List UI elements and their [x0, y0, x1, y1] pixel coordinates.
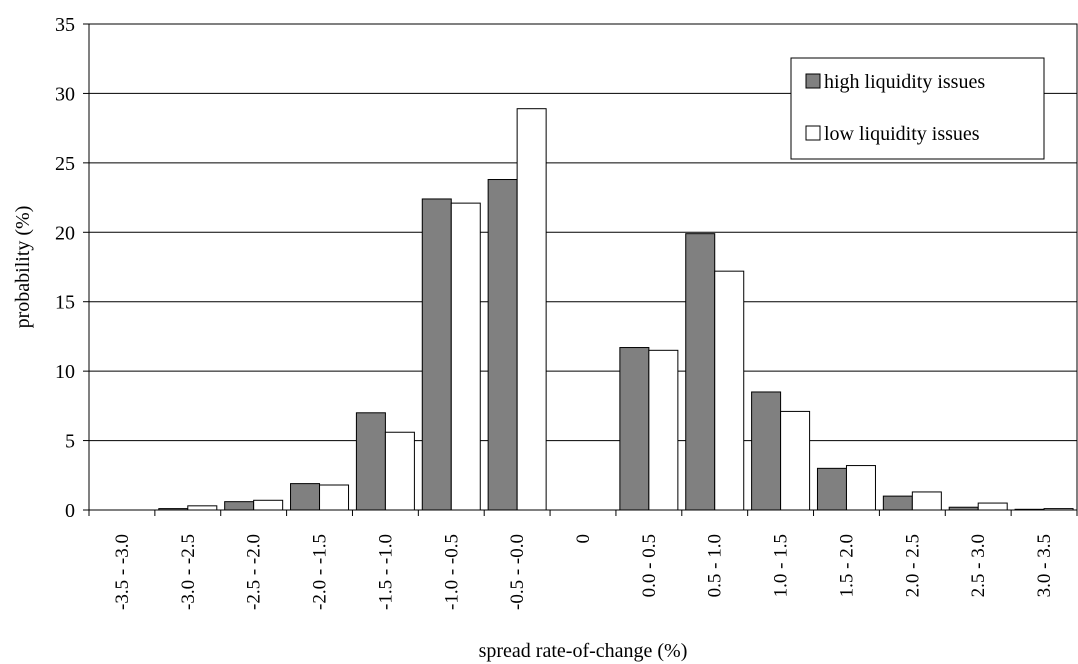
bar-low-liquidity [648, 349, 679, 511]
x-tick-label: -2.0 - -1.5 [310, 534, 331, 610]
bar-high-liquidity [816, 467, 847, 511]
y-tick-label: 20 [55, 222, 75, 244]
y-tick-label: 35 [55, 14, 75, 36]
y-tick-label: 10 [55, 361, 75, 383]
bars [158, 108, 1074, 511]
y-axis-label: probability (%) [12, 206, 34, 329]
bar-low-liquidity [780, 410, 811, 511]
bar-low-liquidity [714, 270, 745, 511]
bar-high-liquidity [355, 412, 386, 511]
legend: high liquidity issues low liquidity issue… [790, 57, 1045, 160]
bar-low-liquidity [187, 505, 218, 511]
bar-high-liquidity [619, 347, 650, 511]
x-axis-label: spread rate-of-change (%) [479, 640, 688, 662]
bar-high-liquidity [487, 179, 518, 511]
x-tick-label: 3.0 - 3.5 [1034, 534, 1055, 597]
legend-swatch [805, 73, 821, 89]
bar-low-liquidity [319, 484, 350, 511]
x-tick-label: 1.0 - 1.5 [771, 534, 792, 597]
x-tick-label: -2.5 - -2.0 [244, 534, 265, 610]
legend-label: low liquidity issues [824, 123, 980, 145]
bar-high-liquidity [751, 391, 782, 511]
bar-low-liquidity [911, 491, 942, 511]
bar-high-liquidity [685, 233, 716, 511]
x-tick-label: 0.5 - 1.0 [705, 534, 726, 597]
bar-high-liquidity [421, 198, 452, 511]
x-tick-label: 0.0 - 0.5 [639, 534, 660, 597]
legend-swatch [805, 125, 821, 141]
bar-low-liquidity [845, 465, 876, 511]
gridlines [89, 92, 1077, 442]
x-tick-label: 2.0 - 2.5 [902, 534, 923, 597]
y-tick-label: 30 [55, 83, 75, 105]
bar-low-liquidity [450, 202, 481, 511]
x-tick-label: 0 [573, 534, 594, 544]
legend-label: high liquidity issues [824, 71, 985, 93]
x-tick-label: -1.0 - -0.5 [441, 534, 462, 610]
y-tick-label: 15 [55, 292, 75, 314]
bar-high-liquidity [882, 495, 913, 511]
y-tick-label: 5 [65, 431, 75, 453]
x-tick-label: -3.5 - -3.0 [112, 534, 133, 610]
bar-low-liquidity [384, 431, 415, 511]
bar-low-liquidity [516, 108, 547, 511]
y-tick-label: 25 [55, 153, 75, 175]
bar-high-liquidity [290, 483, 321, 511]
legend-box [790, 57, 1045, 160]
plot-frame [88, 23, 1078, 511]
y-axis-ticks: 0 5 10 15 20 25 30 35 [55, 14, 89, 522]
x-tick-label: -1.5 - -1.0 [375, 534, 396, 610]
bar-low-liquidity [253, 499, 284, 511]
bar-high-liquidity [224, 501, 255, 511]
bar-low-liquidity [977, 502, 1008, 511]
x-axis-ticks: -3.5 - -3.0 -3.0 - -2.5 -2.5 - -2.0 -2.0 - … [88, 510, 1078, 610]
x-tick-label: -3.0 - -2.5 [178, 534, 199, 610]
x-tick-label: 1.5 - 2.0 [836, 534, 857, 597]
x-tick-label: -0.5 - -0.0 [507, 534, 528, 610]
y-tick-label: 0 [65, 500, 75, 522]
x-tick-label: 2.5 - 3.0 [968, 534, 989, 597]
